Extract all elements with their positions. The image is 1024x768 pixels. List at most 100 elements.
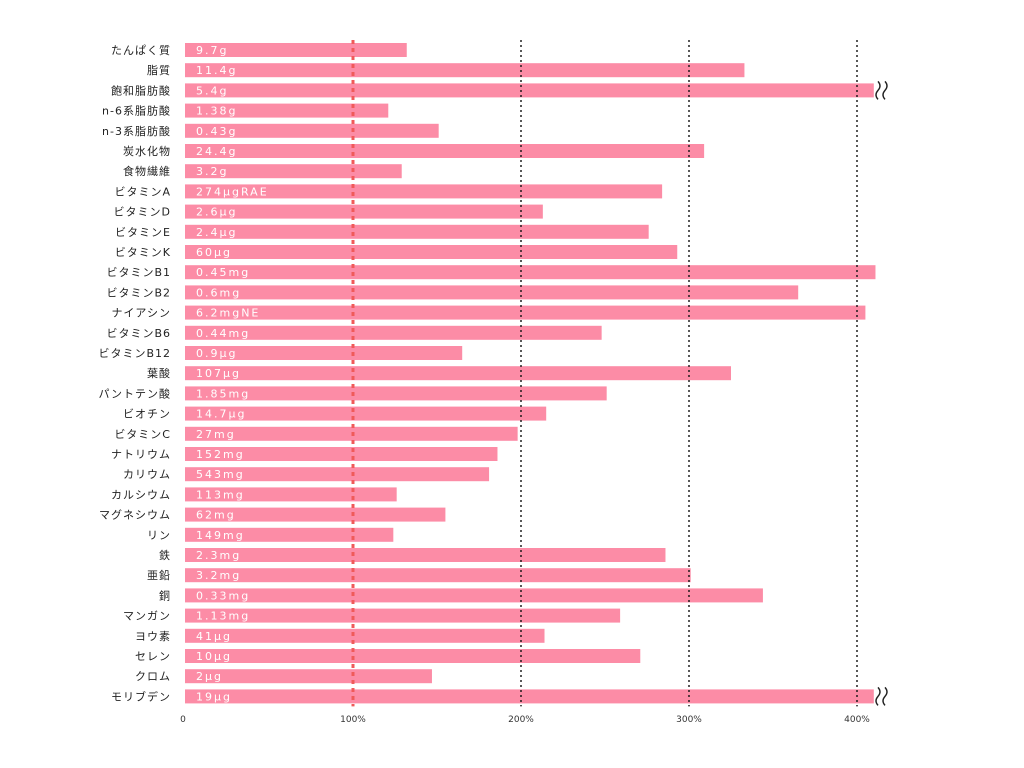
bar-29 xyxy=(185,628,545,643)
nutrient-label: 銅 xyxy=(159,588,171,602)
nutrient-label: ヨウ素 xyxy=(135,630,171,643)
nutrient-label: 脂質 xyxy=(147,63,171,77)
amount-label: 0.6mg xyxy=(196,286,241,299)
bar-24 xyxy=(185,527,394,542)
bars-layer xyxy=(185,43,891,706)
amount-label: 2µg xyxy=(196,670,223,683)
nutrient-label: ビタミンE xyxy=(115,226,171,239)
nutrient-label: ビタミンB1 xyxy=(106,266,171,279)
bar-12 xyxy=(185,285,799,300)
x-tick-label: 200% xyxy=(508,715,534,725)
amount-label: 60µg xyxy=(196,246,232,259)
nutrient-label: ビタミンB2 xyxy=(106,286,171,299)
x-tick-label: 400% xyxy=(844,715,870,725)
amount-label: 152mg xyxy=(196,448,245,461)
amount-label: 2.6µg xyxy=(196,206,237,219)
nutrient-label: n-3系脂肪酸 xyxy=(102,124,171,138)
nutrient-label: たんぱく質 xyxy=(111,43,171,57)
nutrient-label: 炭水化物 xyxy=(123,144,171,158)
nutrient-label: 鉄 xyxy=(159,548,171,562)
bar-9 xyxy=(185,224,649,239)
nutrient-label: ナイアシン xyxy=(111,307,171,320)
bar-21 xyxy=(185,467,490,482)
amount-label: 9.7g xyxy=(196,44,228,57)
bar-8 xyxy=(185,204,543,219)
amount-label: 3.2mg xyxy=(196,569,241,582)
bar-7 xyxy=(185,184,663,199)
nutrient-label: モリブデン xyxy=(111,689,171,703)
bar-2 xyxy=(185,83,874,98)
nutrient-label: セレン xyxy=(135,650,171,663)
bar-10 xyxy=(185,245,678,259)
amount-label: 113mg xyxy=(196,488,245,501)
axis-break-icon xyxy=(875,686,891,706)
bar-31 xyxy=(185,669,432,684)
bar-28 xyxy=(185,608,621,623)
amount-label: 543mg xyxy=(196,468,245,481)
amount-label: 19µg xyxy=(196,690,232,703)
bar-23 xyxy=(185,507,446,522)
amount-label: 2.3mg xyxy=(196,549,241,562)
nutrient-label: マンガン xyxy=(123,610,171,623)
bar-1 xyxy=(185,63,745,78)
bar-18 xyxy=(185,406,547,421)
nutrient-label: ビタミンB12 xyxy=(98,347,171,360)
bar-25 xyxy=(185,548,666,562)
nutrient-label: ビタミンK xyxy=(115,246,171,259)
nutrient-label: ナトリウム xyxy=(111,448,171,461)
amount-label: 5.4g xyxy=(196,84,228,97)
x-axis-ticks: 0 100% 200% 300% 400% xyxy=(180,715,870,725)
grid-layer xyxy=(351,40,858,707)
bar-14 xyxy=(185,325,602,340)
nutrient-label: 食物繊維 xyxy=(123,164,171,178)
nutrient-label: ビタミンC xyxy=(114,428,171,441)
amount-label: 149mg xyxy=(196,529,245,542)
bar-13 xyxy=(185,305,866,320)
bar-26 xyxy=(185,568,691,583)
amount-label: 27mg xyxy=(196,428,236,441)
nutrient-label: カルシウム xyxy=(111,488,171,501)
nutrient-label: 亜鉛 xyxy=(147,568,171,582)
amount-label: 11.4g xyxy=(196,64,237,77)
amount-label: 24.4g xyxy=(196,145,237,158)
amount-label: 274µgRAE xyxy=(196,185,269,198)
bar-17 xyxy=(185,386,607,401)
bar-4 xyxy=(185,123,439,138)
amount-label: 1.38g xyxy=(196,105,237,118)
x-tick-label: 100% xyxy=(340,715,366,725)
bar-11 xyxy=(185,265,876,280)
amount-label: 0.43g xyxy=(196,125,237,138)
nutrient-label: リン xyxy=(147,529,171,542)
amount-label: 41µg xyxy=(196,630,232,643)
bar-20 xyxy=(185,447,498,461)
nutrient-label: ビタミンA xyxy=(114,185,171,198)
bar-22 xyxy=(185,487,397,502)
bar-16 xyxy=(185,366,731,381)
bar-30 xyxy=(185,649,641,663)
amount-label: 1.85mg xyxy=(196,387,250,400)
nutrient-label: クロム xyxy=(135,670,171,683)
amount-label: 6.2mgNE xyxy=(196,307,260,320)
x-tick-label: 0 xyxy=(180,715,186,725)
amount-label: 1.13mg xyxy=(196,610,250,623)
bar-27 xyxy=(185,588,763,603)
amount-label: 0.33mg xyxy=(196,589,250,602)
bar-15 xyxy=(185,346,463,360)
bar-6 xyxy=(185,164,402,179)
bar-0 xyxy=(185,43,407,57)
bar-19 xyxy=(185,426,518,441)
bar-32 xyxy=(185,689,874,704)
amount-label: 2.4µg xyxy=(196,226,237,239)
amount-label: 107µg xyxy=(196,367,241,380)
nutrient-label: ビタミンB6 xyxy=(106,327,171,340)
amount-label: 0.9µg xyxy=(196,347,237,360)
nutrient-label: 葉酸 xyxy=(147,366,171,380)
nutrient-label: ビタミンD xyxy=(114,206,171,219)
nutrient-label: n-6系脂肪酸 xyxy=(102,104,171,118)
amount-label: 14.7µg xyxy=(196,408,246,421)
nutrient-label: マグネシウム xyxy=(99,508,171,522)
nutrient-label: パントテン酸 xyxy=(98,386,171,400)
nutrient-label: カリウム xyxy=(123,468,171,481)
bar-5 xyxy=(185,144,705,158)
